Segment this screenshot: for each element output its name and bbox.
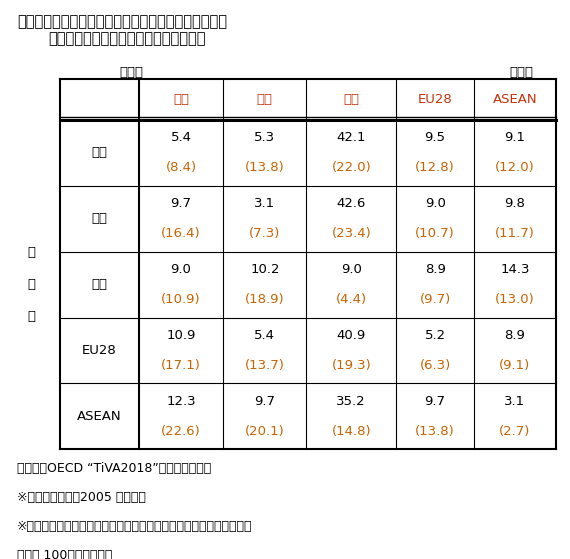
- Text: 5.4: 5.4: [170, 131, 192, 144]
- Text: (23.4): (23.4): [331, 228, 371, 240]
- Text: (13.7): (13.7): [245, 359, 285, 372]
- Text: 3.1: 3.1: [254, 197, 275, 210]
- Text: 米国: 米国: [173, 93, 189, 106]
- Text: (7.3): (7.3): [249, 228, 280, 240]
- Text: 40.9: 40.9: [337, 329, 366, 342]
- Text: (2.7): (2.7): [499, 425, 531, 438]
- Text: 米国: 米国: [91, 146, 107, 159]
- Text: 9.0: 9.0: [170, 263, 192, 276]
- Text: (22.0): (22.0): [331, 162, 371, 174]
- Text: (13.0): (13.0): [495, 293, 535, 306]
- Text: 9.7: 9.7: [425, 395, 446, 408]
- Text: ASEAN: ASEAN: [77, 410, 121, 423]
- Text: (9.1): (9.1): [499, 359, 531, 372]
- Text: ※　（　）内は、2005 年の数値: ※ （ ）内は、2005 年の数値: [17, 491, 146, 504]
- Text: 10.2: 10.2: [250, 263, 280, 276]
- Text: ASEAN: ASEAN: [492, 93, 537, 106]
- Text: 日本: 日本: [91, 212, 107, 225]
- Text: (13.8): (13.8): [245, 162, 285, 174]
- Text: は 100％にならない: は 100％にならない: [17, 549, 112, 559]
- Text: (16.4): (16.4): [161, 228, 201, 240]
- Text: ＜コンピュータ・電子機器・光学機器＞: ＜コンピュータ・電子機器・光学機器＞: [48, 31, 206, 46]
- Text: 9.5: 9.5: [425, 131, 446, 144]
- Text: (6.3): (6.3): [420, 359, 451, 372]
- Text: 表２　輸入品に占める付加価値の原産国シェア（２）: 表２ 輸入品に占める付加価値の原産国シェア（２）: [17, 14, 227, 29]
- Text: 入: 入: [27, 278, 35, 291]
- Text: 42.6: 42.6: [337, 197, 366, 210]
- Text: 10.9: 10.9: [166, 329, 196, 342]
- Text: 42.1: 42.1: [336, 131, 366, 144]
- Text: 9.0: 9.0: [425, 197, 446, 210]
- Text: (19.3): (19.3): [331, 359, 371, 372]
- Text: 9.7: 9.7: [254, 395, 275, 408]
- Text: 中国: 中国: [343, 93, 359, 106]
- Text: (20.1): (20.1): [245, 425, 285, 438]
- Text: (22.6): (22.6): [161, 425, 201, 438]
- Text: EU28: EU28: [418, 93, 453, 106]
- Text: (18.9): (18.9): [245, 293, 284, 306]
- Text: 9.7: 9.7: [170, 197, 192, 210]
- Text: (4.4): (4.4): [336, 293, 367, 306]
- Text: (14.8): (14.8): [332, 425, 371, 438]
- Text: 3.1: 3.1: [504, 395, 526, 408]
- Text: （資料）OECD “TiVA2018”より筆者作成。: （資料）OECD “TiVA2018”より筆者作成。: [17, 462, 211, 475]
- Text: 輸: 輸: [27, 245, 35, 259]
- Text: 14.3: 14.3: [500, 263, 530, 276]
- Text: 8.9: 8.9: [425, 263, 446, 276]
- Text: 5.3: 5.3: [254, 131, 275, 144]
- Text: (8.4): (8.4): [165, 162, 197, 174]
- Text: (12.8): (12.8): [415, 162, 455, 174]
- Text: (17.1): (17.1): [161, 359, 201, 372]
- Text: (11.7): (11.7): [495, 228, 535, 240]
- Text: 5.4: 5.4: [254, 329, 275, 342]
- Text: 原産国: 原産国: [120, 66, 144, 79]
- Text: 中国: 中国: [91, 278, 107, 291]
- Text: (12.0): (12.0): [495, 162, 535, 174]
- Text: (9.7): (9.7): [420, 293, 451, 306]
- Text: EU28: EU28: [82, 344, 117, 357]
- Text: (13.8): (13.8): [415, 425, 455, 438]
- Text: 5.2: 5.2: [425, 329, 446, 342]
- Text: (10.7): (10.7): [415, 228, 455, 240]
- Text: 8.9: 8.9: [504, 329, 526, 342]
- Text: 12.3: 12.3: [166, 395, 196, 408]
- Text: (10.9): (10.9): [161, 293, 201, 306]
- Text: 国: 国: [27, 310, 35, 324]
- Text: ※　表１、２とも横軸には含まれていない国があるため必ずしも合計: ※ 表１、２とも横軸には含まれていない国があるため必ずしも合計: [17, 520, 253, 533]
- Text: 9.1: 9.1: [504, 131, 526, 144]
- Text: 日本: 日本: [257, 93, 273, 106]
- Text: （％）: （％）: [509, 66, 533, 79]
- Text: 9.8: 9.8: [504, 197, 526, 210]
- Text: 9.0: 9.0: [341, 263, 362, 276]
- Text: 35.2: 35.2: [336, 395, 366, 408]
